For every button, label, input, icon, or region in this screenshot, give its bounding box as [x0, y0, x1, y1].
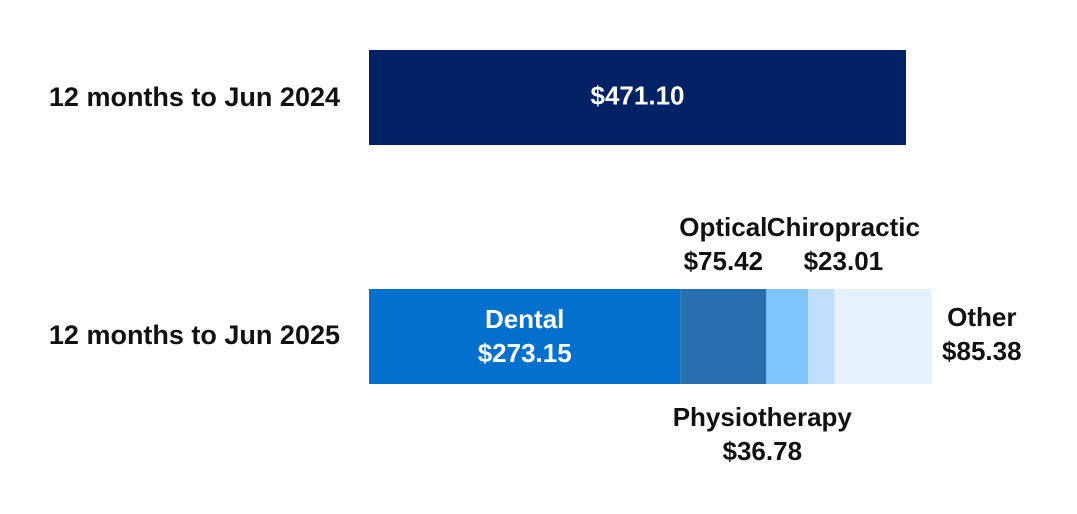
series-name-dental: Dental [485, 304, 564, 334]
data-label-chiropractic: $23.01 [804, 246, 884, 276]
data-label-physiotherapy: $36.78 [723, 436, 803, 466]
bar-segment-total [369, 50, 906, 145]
bar-segment-dental [369, 289, 681, 384]
data-label-other: $85.38 [942, 336, 1022, 366]
data-label-optical: $75.42 [684, 246, 764, 276]
series-name-physiotherapy: Physiotherapy [673, 402, 853, 432]
category-label-jun-2025: 12 months to Jun 2025 [49, 320, 340, 350]
bar-segment-chiropractic [808, 289, 835, 384]
series-name-other: Other [947, 302, 1016, 332]
category-label-jun-2024: 12 months to Jun 2024 [49, 82, 340, 112]
bar-segment-other [834, 289, 932, 384]
data-label-total: $471.10 [591, 80, 685, 110]
data-label-dental: $273.15 [478, 338, 572, 368]
series-name-optical: Optical [679, 212, 767, 242]
series-name-chiropractic: Chiropractic [767, 212, 920, 242]
bar-segment-physiotherapy [766, 289, 809, 384]
bar-segment-optical [680, 289, 767, 384]
